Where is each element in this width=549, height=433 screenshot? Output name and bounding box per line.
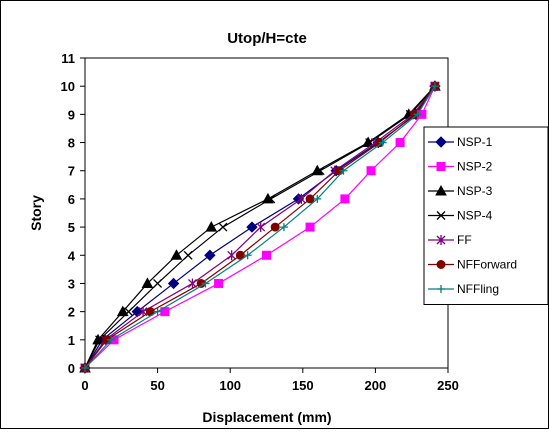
data-point-nffling [413, 110, 422, 119]
y-tick-label: 2 [68, 305, 75, 320]
y-tick-label: 9 [68, 107, 75, 122]
y-tick-label: 5 [68, 220, 75, 235]
y-tick-label: 4 [68, 248, 76, 263]
data-point-nsp-2 [214, 278, 224, 288]
y-tick-label: 6 [68, 192, 75, 207]
legend-label-nffling: NFFling [457, 282, 499, 296]
y-tick-label: 7 [68, 164, 75, 179]
legend-marker-nsp-4 [436, 211, 446, 220]
legend-label-nfforward: NFForward [457, 258, 517, 272]
data-point-nsp-1 [204, 249, 216, 261]
legend-label-nsp-1: NSP-1 [457, 135, 493, 149]
legend-label-nsp-2: NSP-2 [457, 160, 493, 174]
data-point-nffling [313, 194, 322, 203]
y-axis-title: Story [28, 195, 44, 231]
x-tick-label: 150 [292, 378, 314, 393]
data-point-ff [256, 222, 266, 233]
data-point-nsp-3 [170, 249, 183, 260]
series-nffling [81, 82, 439, 372]
data-point-nsp-1 [246, 221, 258, 233]
data-point-nsp-2 [366, 166, 376, 176]
x-tick-label: 250 [437, 378, 459, 393]
legend-marker-ff [436, 235, 446, 245]
data-point-nsp-2 [340, 194, 350, 204]
x-tick-label: 200 [365, 378, 387, 393]
legend-marker-nffling [437, 285, 445, 293]
data-point-ff [227, 250, 237, 261]
legend-label-ff: FF [457, 233, 472, 247]
y-tick-label: 3 [68, 276, 75, 291]
data-point-nffling [81, 364, 89, 372]
legend-label-nsp-3: NSP-3 [457, 184, 493, 198]
chart-title: Utop/H=cte [227, 30, 307, 47]
y-tick-label: 0 [68, 361, 75, 376]
data-point-nffling [378, 138, 387, 147]
x-tick-label: 100 [219, 378, 241, 393]
legend-marker-nsp-2 [436, 162, 446, 171]
legend: NSP-1 NSP-2 NSP-3 NSP-4 FF NFForward NFFling [423, 126, 549, 305]
y-tick-label: 10 [61, 79, 75, 94]
data-point-nsp-3 [141, 277, 154, 288]
legend-marker-nfforward [436, 260, 446, 269]
data-point-nsp-4 [183, 250, 193, 260]
data-point-nsp-4 [266, 194, 276, 204]
y-tick-label: 1 [68, 333, 75, 348]
data-point-nsp-4 [315, 166, 325, 176]
data-point-nsp-1 [167, 277, 180, 290]
y-tick-label: 11 [61, 51, 75, 66]
x-tick-label: 0 [81, 378, 88, 393]
plot-border [84, 57, 449, 369]
series-ff [80, 81, 440, 373]
data-point-nffling [430, 82, 439, 91]
data-point-nsp-2 [395, 138, 405, 148]
legend-label-nsp-4: NSP-4 [457, 209, 493, 223]
data-point-nsp-3 [205, 221, 218, 232]
data-point-nsp-3 [116, 305, 129, 317]
data-point-nsp-4 [153, 278, 163, 288]
data-point-nsp-2 [305, 222, 315, 232]
x-axis-title: Displacement (mm) [202, 409, 331, 425]
data-point-nffling [201, 279, 210, 288]
data-point-nfforward [305, 194, 315, 204]
data-point-nffling [153, 307, 162, 316]
data-point-nffling [279, 223, 288, 232]
data-point-nsp-4 [124, 307, 134, 317]
data-point-nffling [107, 335, 116, 344]
y-tick-label: 8 [68, 136, 75, 151]
data-point-ff [296, 193, 306, 204]
data-point-nsp-2 [262, 250, 271, 260]
legend-marker-nsp-1 [435, 136, 447, 148]
x-tick-label: 50 [150, 378, 164, 393]
data-point-nfforward [270, 222, 280, 232]
data-point-nsp-4 [218, 222, 228, 232]
data-point-nffling [339, 166, 348, 175]
data-point-nffling [243, 251, 252, 260]
plot-area: 0 50 100 150 200 250 0 1 2 3 4 5 6 7 8 9 10 11 [61, 51, 459, 393]
legend-marker-nsp-3 [435, 184, 447, 196]
